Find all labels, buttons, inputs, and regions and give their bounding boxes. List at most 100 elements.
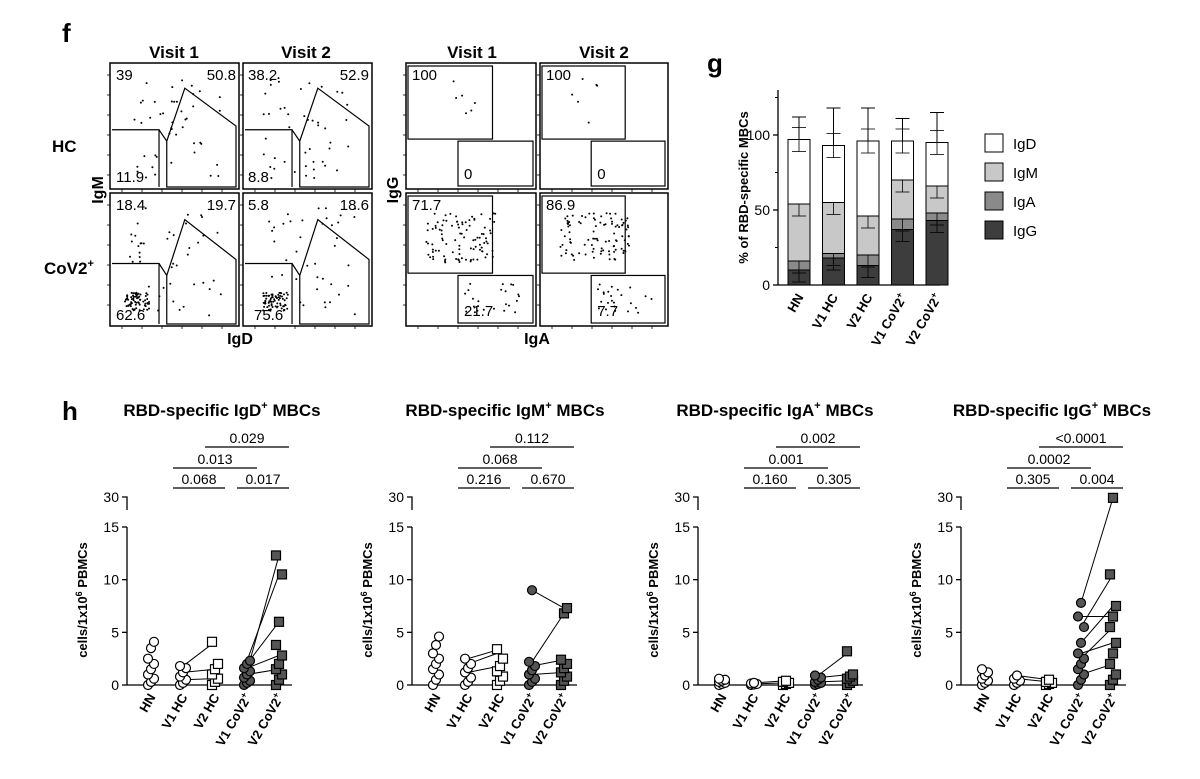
flow-event-dot xyxy=(594,218,596,221)
flow-event-dot xyxy=(577,100,579,103)
flow-event-dot xyxy=(353,216,356,218)
flow-event-dot xyxy=(192,105,195,108)
scatter-y-tick-label: 5 xyxy=(396,624,404,640)
flow-event-dot xyxy=(599,221,602,224)
flow-event-dot xyxy=(431,248,434,251)
flow-event-dot xyxy=(170,161,173,164)
scatter-y-tick-label: 15 xyxy=(937,519,953,535)
flow-event-dot xyxy=(208,288,211,291)
flow-event-dot xyxy=(338,293,340,296)
flow-event-dot xyxy=(508,304,510,307)
flow-event-dot xyxy=(627,235,630,238)
flow-event-dot xyxy=(132,299,135,302)
flow-event-dot xyxy=(431,251,434,253)
flow-gate-igd xyxy=(299,218,370,325)
flow-event-dot xyxy=(172,262,175,265)
flow-event-dot xyxy=(458,248,461,251)
flow-event-dot xyxy=(590,244,593,246)
panel-letter-h: h xyxy=(62,396,78,426)
g-y-tick-label: 100 xyxy=(747,127,771,143)
flow-event-dot xyxy=(472,258,475,261)
flow-event-dot xyxy=(149,116,152,119)
g-legend-label: IgM xyxy=(1013,165,1038,182)
flow-event-dot xyxy=(158,295,161,298)
flow-event-dot xyxy=(136,297,139,300)
flow-event-dot xyxy=(170,100,173,103)
flow-event-dot xyxy=(602,292,605,295)
flow-event-dot xyxy=(171,121,174,124)
flow-event-dot xyxy=(629,286,632,289)
flow-event-dot xyxy=(269,166,272,168)
flow-event-dot xyxy=(476,309,479,312)
flow-event-dot xyxy=(147,285,150,288)
flow-event-dot xyxy=(299,88,302,90)
flow-event-dot xyxy=(276,302,279,305)
flow-event-dot xyxy=(500,288,503,291)
flow-event-dot xyxy=(154,173,157,176)
flow-gate-igd xyxy=(299,87,370,188)
flow-event-dot xyxy=(271,229,274,232)
flow-event-dot xyxy=(277,80,280,83)
scatter-point xyxy=(1075,597,1087,608)
flow-event-dot xyxy=(216,231,219,234)
flow-event-dot xyxy=(626,224,629,227)
flow-event-dot xyxy=(136,222,139,225)
scatter-y-tick-label: 15 xyxy=(388,519,404,535)
scatter-charts: RBD-specific IgD+ MBCs 0 5 10 15 30 cells/1x10… xyxy=(74,400,1151,749)
flow-event-dot xyxy=(440,229,443,232)
flow-event-dot xyxy=(571,214,574,217)
flow-event-dot xyxy=(279,294,282,297)
scatter-x-tick-label: V1 HC xyxy=(158,690,190,731)
flow-event-dot xyxy=(145,292,148,295)
flow-event-dot xyxy=(445,243,448,245)
scatter-y-tick-label: 10 xyxy=(103,572,119,588)
scatter-point xyxy=(270,550,282,561)
flow-event-dot xyxy=(302,304,305,307)
scatter-y-tick-label: 15 xyxy=(103,519,119,535)
scatter-y-label-sup: 6 xyxy=(359,591,369,596)
flow-event-dot xyxy=(604,240,607,243)
flow-event-dot xyxy=(431,227,434,230)
flow-axis-igm: IgM xyxy=(90,176,107,204)
flow-event-dot xyxy=(479,248,481,251)
g-y-tick-label: 0 xyxy=(762,277,770,293)
flow-plot-frame xyxy=(405,62,537,190)
flow-event-dot xyxy=(321,160,324,163)
flow-event-dot xyxy=(456,220,458,223)
flow-event-dot xyxy=(313,177,316,179)
flow-event-dot xyxy=(441,237,444,240)
g-legend-label: IgD xyxy=(1013,136,1037,153)
scatter-x-tick-sup: + xyxy=(555,691,566,701)
g-x-tick-sup: + xyxy=(928,291,939,301)
scatter-y-tick-label: 5 xyxy=(682,624,690,640)
flow-event-dot xyxy=(130,233,133,236)
flow-event-dot xyxy=(465,258,467,261)
flow-event-dot xyxy=(175,264,178,267)
flow-event-dot xyxy=(192,93,195,95)
flow-event-dot xyxy=(271,275,273,278)
flow-event-dot xyxy=(169,282,172,285)
flow-event-dot xyxy=(432,255,435,258)
flow-event-dot xyxy=(280,292,283,295)
flow-plot: 71.7 21.7 xyxy=(403,192,537,329)
scatter-point xyxy=(713,673,725,684)
flow-event-dot xyxy=(600,247,603,250)
flow-event-dot xyxy=(622,221,625,224)
flow-gate-value: 62.6 xyxy=(116,307,145,324)
scatter-pvalue-label: <0.0001 xyxy=(1056,430,1107,446)
flow-event-dot xyxy=(262,309,265,312)
scatter-point xyxy=(276,650,288,661)
flow-event-dot xyxy=(138,309,141,312)
flow-event-dot xyxy=(472,305,475,308)
flow-event-dot xyxy=(272,300,275,303)
flow-event-dot xyxy=(335,237,338,240)
flow-plot-frame xyxy=(242,192,373,327)
flow-event-dot xyxy=(286,293,289,296)
flow-plots: 39 50.8 11.9 38.2 52.9 8.8 100 0 100 0 18.4 19.7 62.… xyxy=(107,62,669,329)
flow-event-dot xyxy=(287,113,290,116)
flow-event-dot xyxy=(477,305,480,308)
g-x-tick-label: V2 HC xyxy=(843,290,875,331)
flow-gate-igg xyxy=(541,195,626,274)
scatter-pvalue-label: 0.017 xyxy=(245,471,280,487)
flow-event-dot xyxy=(613,258,616,260)
